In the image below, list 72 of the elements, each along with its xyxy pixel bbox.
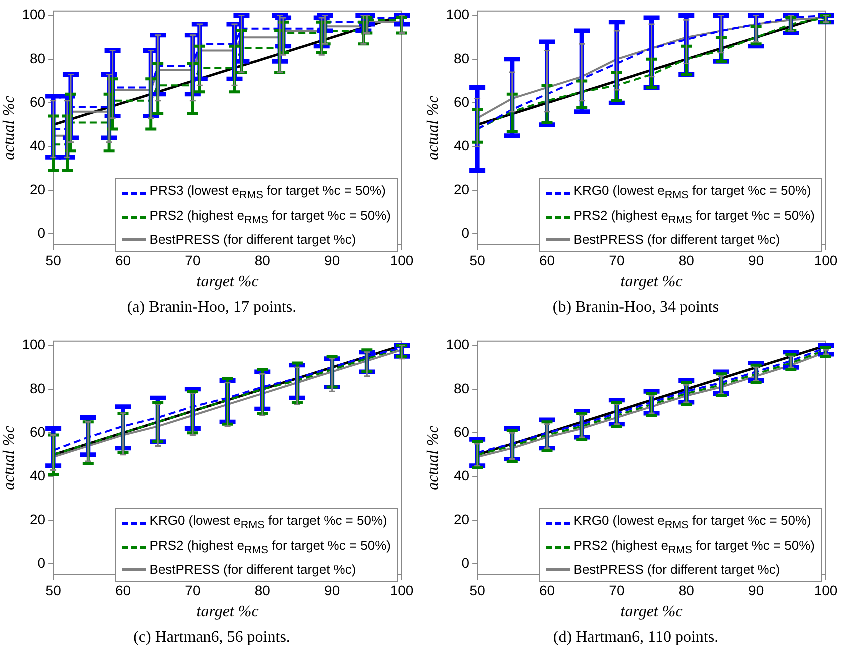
y-tick-label: 20 [30, 181, 46, 198]
x-axis-title: target %c [620, 274, 683, 291]
x-tick-label: 50 [470, 582, 486, 598]
y-tick-label: 40 [454, 138, 470, 154]
legend-label: PRS2 (highest e$_{RMS}$ for target %c = 50%) [574, 206, 815, 228]
y-tick-label: 20 [30, 511, 46, 528]
x-tick-label: 70 [609, 252, 625, 268]
legend-label: PRS2 (highest e$_{RMS}$ for target %c = 50%) [574, 536, 815, 558]
y-tick-label: 80 [30, 380, 46, 396]
x-tick-label: 50 [46, 252, 62, 268]
y-tick-label: 20 [454, 511, 470, 528]
y-tick-label: 60 [30, 424, 46, 440]
x-tick-label: 100 [390, 582, 414, 598]
y-tick-label: 100 [22, 336, 46, 353]
legend-label: PRS2 (highest e$_{RMS}$ for target %c = 50%) [150, 536, 391, 558]
x-axis-title: target %c [196, 274, 259, 291]
x-tick-label: 80 [254, 582, 271, 598]
y-tick-label: 40 [30, 138, 46, 154]
y-tick-label: 100 [446, 6, 470, 23]
legend-label: PRS3 (lowest e$_{RMS}$ for target %c = 50%) [150, 182, 386, 204]
text: (a) Branin-Hoo, 17 points. [126, 298, 298, 318]
y-tick-label: 20 [454, 181, 470, 198]
y-tick-label: 60 [454, 94, 470, 110]
x-tick-label: 90 [324, 582, 340, 598]
y-tick-label: 0 [462, 554, 470, 571]
x-tick-label: 60 [539, 252, 556, 268]
x-tick-label: 70 [185, 252, 201, 268]
legend-label: BestPRESS (for different target %c) [574, 561, 780, 580]
x-tick-label: 80 [678, 252, 695, 268]
y-tick-label: 100 [446, 336, 470, 353]
x-tick-label: 60 [115, 252, 132, 268]
x-tick-label: 90 [748, 252, 764, 268]
text: (c) Hartman6, 56 points. [132, 628, 292, 648]
y-axis-title: actual %c [0, 96, 18, 160]
legend-label: KRG0 (lowest e$_{RMS}$ for target %c = 50%) [574, 512, 812, 534]
x-axis-title: target %c [620, 604, 683, 621]
x-tick-label: 100 [814, 582, 838, 598]
x-tick-label: 60 [115, 582, 132, 598]
y-tick-label: 0 [38, 554, 46, 571]
x-tick-label: 70 [185, 582, 201, 598]
x-tick-label: 60 [539, 582, 556, 598]
y-tick-label: 0 [38, 224, 46, 241]
legend-label: KRG0 (lowest e$_{RMS}$ for target %c = 50%) [574, 182, 812, 204]
legend-label: BestPRESS (for different target %c) [574, 231, 780, 250]
y-axis-title: actual %c [424, 96, 442, 160]
x-tick-label: 70 [609, 582, 625, 598]
y-tick-label: 80 [30, 50, 46, 66]
legend-label: PRS2 (highest e$_{RMS}$ for target %c = 50%) [150, 206, 391, 228]
y-tick-label: 80 [454, 50, 470, 66]
legend-label: KRG0 (lowest e$_{RMS}$ for target %c = 50%) [150, 512, 388, 534]
x-tick-label: 50 [46, 582, 62, 598]
y-tick-label: 0 [462, 224, 470, 241]
text: (d) Hartman6, 110 points. [552, 628, 720, 648]
y-tick-label: 40 [454, 468, 470, 484]
y-axis-title: actual %c [424, 426, 442, 490]
x-tick-label: 100 [814, 252, 838, 268]
y-tick-label: 80 [454, 380, 470, 396]
x-tick-label: 80 [254, 252, 271, 268]
y-axis-title: actual %c [0, 426, 18, 490]
y-tick-label: 60 [30, 94, 46, 110]
x-tick-label: 50 [470, 252, 486, 268]
x-tick-label: 100 [390, 252, 414, 268]
legend-label: BestPRESS (for different target %c) [150, 561, 356, 580]
y-tick-label: 40 [30, 468, 46, 484]
x-axis-title: target %c [196, 604, 259, 621]
y-tick-label: 60 [454, 424, 470, 440]
x-tick-label: 80 [678, 582, 695, 598]
x-tick-label: 90 [324, 252, 340, 268]
y-tick-label: 100 [22, 6, 46, 23]
legend-label: BestPRESS (for different target %c) [150, 231, 356, 250]
text: (b) Branin-Hoo, 34 points [552, 298, 720, 318]
x-tick-label: 90 [748, 582, 764, 598]
